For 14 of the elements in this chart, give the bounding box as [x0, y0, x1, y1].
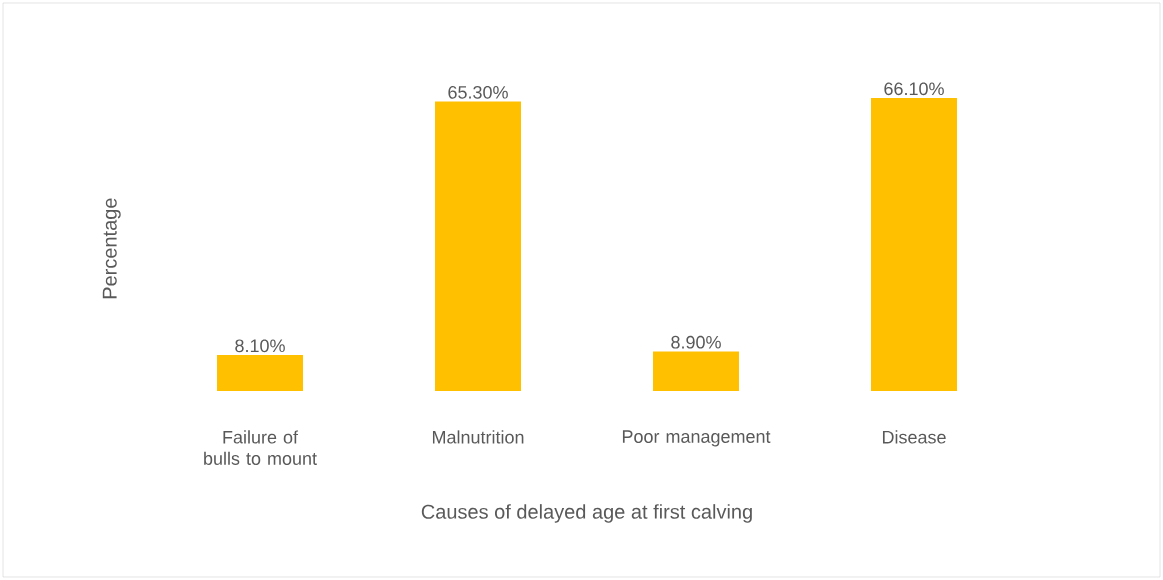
- data-label: 66.10%: [884, 82, 944, 96]
- x-tick-label: Malnutrition: [432, 430, 524, 444]
- data-label: 8.90%: [671, 335, 721, 349]
- x-axis-title: Causes of delayed age at first calving: [421, 504, 752, 523]
- data-label: 8.10%: [235, 339, 285, 353]
- bar: [435, 101, 522, 391]
- x-tick-label: Failure of bulls to mount: [204, 430, 317, 465]
- bar: [217, 355, 304, 391]
- bar: [653, 351, 739, 391]
- x-tick-label: Poor management: [622, 430, 771, 447]
- bar: [871, 98, 957, 391]
- data-label: 65.30%: [448, 85, 508, 99]
- x-tick-label: Disease: [882, 430, 946, 444]
- y-axis-title: Percentage: [102, 198, 121, 299]
